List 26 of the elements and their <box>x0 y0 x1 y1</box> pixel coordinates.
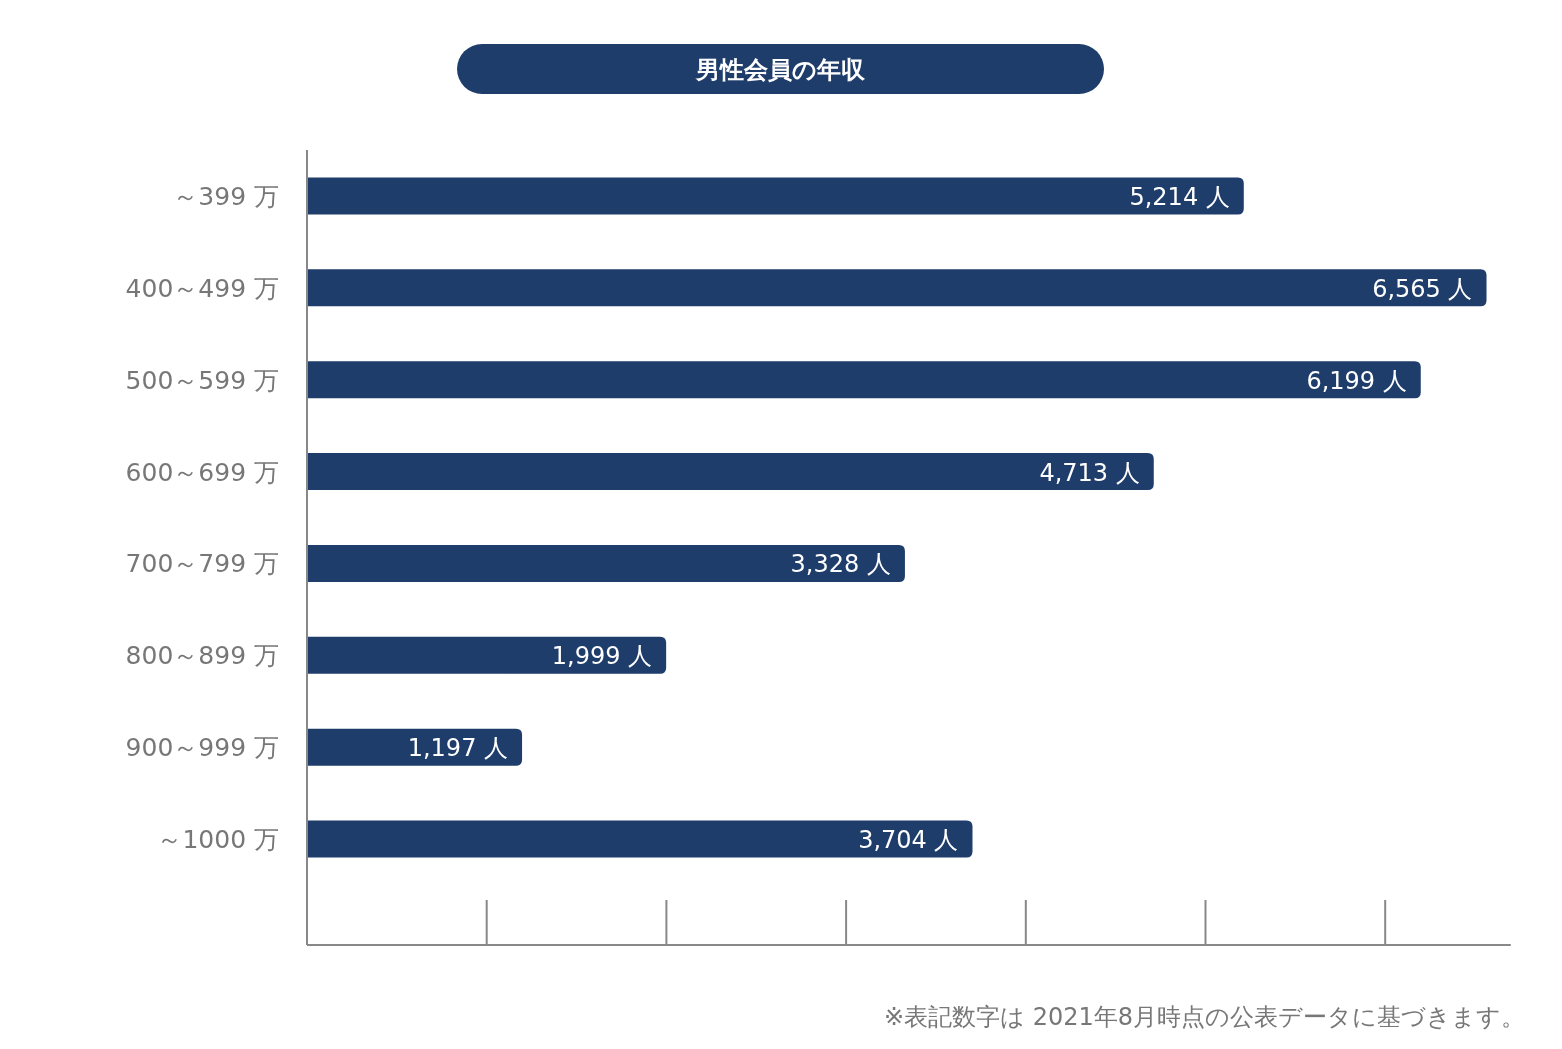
data-label: 3,328 人 <box>790 550 891 579</box>
data-label: 4,713 人 <box>1039 458 1140 487</box>
y-tick-label: 600～699 万 <box>125 457 279 487</box>
bar <box>307 177 1244 215</box>
text: ※表記数字は 2021年8月時点の公表データに基づきます。 <box>883 1003 1525 1031</box>
data-label: 6,199 人 <box>1306 366 1407 395</box>
data-label: 1,999 人 <box>551 642 653 671</box>
data-label: 5,214 人 <box>1129 182 1230 211</box>
bar <box>307 820 973 858</box>
bar <box>307 361 1421 399</box>
bar <box>307 544 905 582</box>
y-tick-label: 800～899 万 <box>125 641 279 671</box>
bar <box>307 728 523 766</box>
y-tick-label: 500～599 万 <box>125 365 279 395</box>
chart-title: 男性会員の年収 <box>694 56 866 84</box>
data-label: 6,565 人 <box>1372 274 1473 303</box>
y-tick-label: ～1000 万 <box>157 825 279 855</box>
y-tick-label: 700～799 万 <box>125 549 279 579</box>
bar <box>307 636 667 674</box>
y-tick-label: 400～499 万 <box>125 273 279 303</box>
data-label: 1,197 人 <box>407 734 509 763</box>
bar <box>307 453 1154 491</box>
y-tick-label: ～399 万 <box>173 181 279 211</box>
bar <box>307 269 1487 307</box>
data-label: 3,704 人 <box>858 826 959 855</box>
y-tick-label: 900～999 万 <box>125 733 279 763</box>
